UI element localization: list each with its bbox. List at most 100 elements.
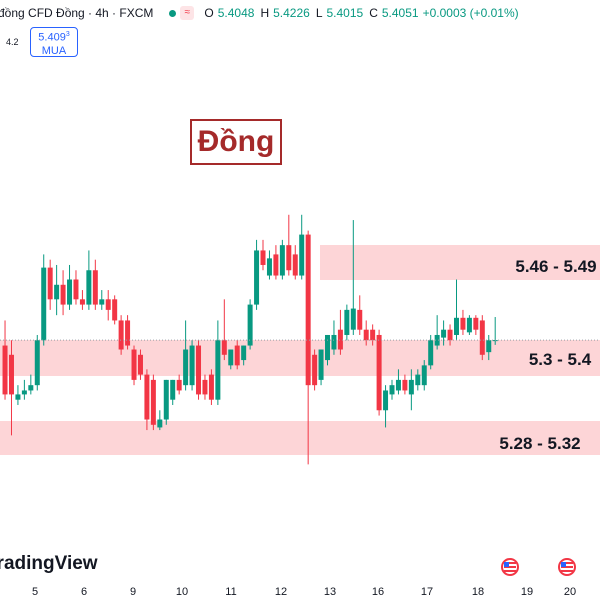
price-side: MUA	[41, 44, 67, 57]
candle-body	[370, 329, 376, 341]
candle-body	[125, 320, 131, 346]
candle-body	[305, 234, 311, 386]
candle-body	[183, 349, 189, 386]
candle-body	[163, 379, 169, 420]
candle-body	[144, 374, 150, 420]
candle-body	[395, 379, 401, 391]
candle-body	[486, 340, 492, 353]
candle-body	[441, 329, 447, 338]
price-label-sup: 3	[65, 31, 70, 38]
flag-icon	[558, 558, 576, 576]
x-tick-label: 9	[130, 586, 136, 598]
scale-fragment: 4.2	[6, 37, 19, 47]
candle-body	[176, 379, 182, 391]
candle-body	[234, 345, 240, 366]
candle-body	[266, 258, 272, 276]
status-dot	[169, 9, 177, 17]
candle-body	[47, 267, 53, 300]
candle-body	[67, 279, 73, 305]
candle-body	[286, 245, 292, 271]
candle-body	[363, 329, 369, 341]
candle-body	[389, 385, 395, 395]
candle-body	[21, 390, 27, 395]
candle-body	[15, 394, 21, 400]
candle-body	[86, 270, 92, 305]
candle-body	[273, 254, 279, 276]
candle-body	[215, 340, 221, 400]
candle-body	[157, 419, 163, 428]
candle-body	[54, 284, 60, 300]
zone-box	[0, 340, 600, 376]
candle-body	[112, 299, 118, 321]
candle-body	[453, 317, 459, 335]
candle-body	[28, 385, 34, 391]
candle-body	[137, 354, 143, 375]
candle-body	[105, 299, 111, 310]
candle-body	[196, 345, 202, 395]
candle-body	[428, 340, 434, 366]
candle-body	[337, 329, 343, 350]
x-tick-label: 11	[225, 586, 236, 598]
zone-label: 5.46 - 5.49	[515, 257, 596, 276]
zone-box	[0, 421, 600, 455]
candle-body	[92, 270, 98, 305]
candle-body	[279, 245, 285, 276]
candle-body	[247, 304, 253, 346]
ohlc-letter: C	[369, 6, 378, 20]
candle-body	[202, 379, 208, 395]
candle-body	[8, 354, 14, 395]
candle-body	[241, 345, 247, 361]
candle-body	[325, 334, 331, 361]
candle-body	[383, 390, 389, 411]
header: đồng CFD Đồng · 4h · FXCM ≈ O 5.4048 H 5.4…	[0, 6, 519, 20]
candles	[0, 214, 600, 465]
price-label: 5.409	[38, 31, 66, 44]
candle-body	[376, 334, 382, 411]
x-tick-label: 10	[176, 586, 188, 598]
candle-body	[118, 320, 124, 350]
x-tick-label: 19	[521, 586, 533, 598]
ohlc-letter: L	[315, 6, 323, 20]
zone-label: 5.3 - 5.4	[529, 350, 592, 369]
candle-body	[131, 349, 137, 380]
candle-body	[254, 250, 260, 305]
change: +0.0003 (+0.01%)	[422, 6, 519, 20]
x-axis: 5 6 9 10 11 12 13 16 17 18 19 20	[32, 586, 576, 598]
candle-body	[41, 267, 47, 341]
candle-body	[60, 284, 66, 305]
candle-body	[221, 340, 227, 355]
candle-body	[408, 379, 414, 395]
candle-body	[79, 299, 85, 305]
candle-body	[34, 340, 40, 386]
price-box[interactable]: 5.4093 MUA	[30, 27, 78, 57]
candle-body	[357, 309, 363, 330]
candle-body	[331, 334, 337, 350]
watermark: TradingView	[0, 553, 98, 574]
candle-body	[260, 250, 266, 265]
x-tick-label: 18	[472, 586, 484, 598]
candle-body	[479, 320, 485, 355]
ohlc-value: 5.4051	[381, 6, 419, 20]
candle-body	[415, 374, 421, 386]
candle-body	[312, 354, 318, 386]
ohlc-value: 5.4226	[273, 6, 310, 20]
candle-body	[292, 254, 298, 276]
ohlc-letter: O	[204, 6, 214, 20]
zone-box	[320, 245, 600, 280]
x-tick-label: 16	[372, 586, 384, 598]
candle-body	[318, 349, 324, 380]
candle-body	[460, 317, 466, 330]
ohlc-value: 5.4048	[217, 6, 255, 20]
x-tick-label: 17	[421, 586, 433, 598]
candle-body	[402, 379, 408, 391]
candle-body	[2, 345, 8, 395]
ohlc-letter: H	[260, 6, 270, 20]
candle-body	[73, 279, 79, 300]
candle-body	[421, 365, 427, 386]
ohlc-value: 5.4015	[326, 6, 364, 20]
symbol: đồng CFD Đồng · 4h · FXCM	[0, 6, 154, 20]
candle-body	[299, 234, 305, 276]
chart-title: Đồng	[190, 119, 282, 165]
